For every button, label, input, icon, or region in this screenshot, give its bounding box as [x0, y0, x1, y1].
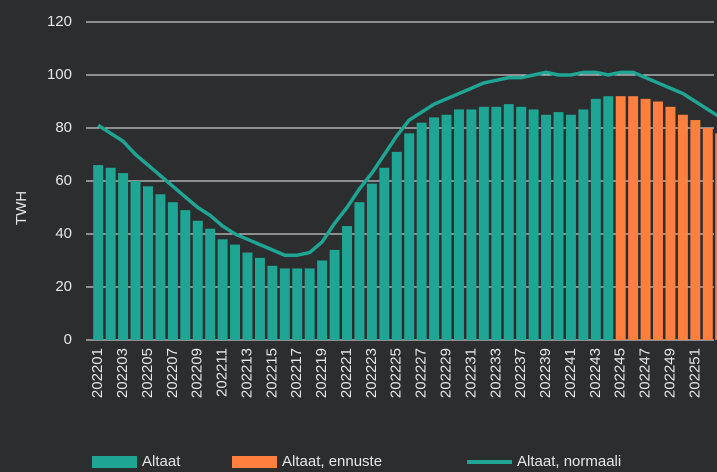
bar	[404, 133, 415, 340]
bar	[478, 106, 489, 340]
bar	[578, 109, 589, 340]
bar	[329, 249, 340, 340]
bar	[317, 260, 328, 340]
x-tick-label: 202243	[587, 348, 604, 398]
bar	[528, 109, 539, 340]
x-tick-label: 202205	[139, 348, 156, 398]
x-tick-label: 202217	[288, 348, 305, 398]
bar	[342, 226, 352, 340]
bar	[230, 244, 241, 340]
bar	[379, 167, 390, 340]
bar	[441, 114, 452, 340]
bar	[391, 151, 402, 340]
bar	[143, 186, 153, 340]
bar	[217, 239, 228, 340]
x-tick-label: 202221	[338, 348, 355, 398]
line	[97, 70, 717, 257]
bar	[354, 202, 365, 340]
bar	[93, 165, 104, 340]
bar	[167, 202, 178, 340]
y-tick-label: 100	[47, 66, 72, 83]
bar	[640, 98, 651, 340]
x-tick-label: 202225	[388, 348, 405, 398]
bar	[491, 106, 502, 340]
x-tick-label: 202207	[164, 348, 181, 398]
bar	[192, 220, 203, 340]
bar	[541, 114, 552, 340]
bar	[180, 210, 191, 340]
bar	[205, 228, 216, 340]
bar	[366, 183, 377, 340]
x-tick-label: 202223	[363, 348, 380, 398]
bar	[130, 181, 141, 340]
x-tick-label: 202203	[114, 348, 131, 398]
y-tick-label: 20	[55, 278, 72, 295]
bar	[155, 194, 166, 340]
legend-swatch	[92, 456, 137, 468]
bar	[553, 112, 564, 340]
bar	[466, 109, 477, 340]
bar	[653, 101, 663, 340]
x-tick-label: 202213	[238, 348, 255, 398]
bar	[105, 167, 116, 340]
x-tick-label: 202211	[214, 348, 231, 397]
bar	[304, 268, 315, 340]
legend-label: Altaat	[142, 453, 181, 470]
y-axis-label: TWH	[13, 191, 30, 225]
x-tick-label: 202237	[512, 348, 529, 398]
bar	[702, 128, 713, 340]
bar	[565, 114, 576, 340]
bar	[454, 109, 464, 340]
x-tick-label: 202233	[487, 348, 504, 398]
bar	[628, 96, 639, 340]
bar	[603, 96, 614, 340]
x-tick-label: 202239	[537, 348, 554, 398]
x-tick-label: 202249	[661, 348, 678, 398]
bar	[615, 96, 626, 340]
x-tick-label: 202227	[413, 348, 430, 398]
legend-label: Altaat, normaali	[517, 453, 621, 470]
legend-label: Altaat, ennuste	[282, 453, 382, 470]
bar	[292, 268, 303, 340]
bar	[254, 257, 265, 340]
x-tick-label: 202201	[89, 348, 106, 398]
bar	[429, 117, 440, 341]
bar	[715, 133, 717, 340]
x-tick-label: 202219	[313, 348, 330, 398]
bar	[690, 120, 701, 340]
legend-swatch	[232, 456, 277, 468]
bar	[242, 252, 253, 340]
x-tick-label: 202245	[612, 348, 629, 398]
bar	[503, 104, 514, 341]
y-tick-label: 80	[55, 119, 72, 136]
bar	[416, 122, 427, 340]
y-tick-label: 120	[47, 13, 72, 30]
bar	[118, 173, 129, 340]
bar	[267, 265, 278, 340]
x-tick-label: 202241	[562, 348, 579, 398]
y-tick-label: 60	[55, 172, 72, 189]
x-tick-label: 202229	[438, 348, 455, 398]
bar	[590, 98, 601, 340]
bar	[279, 268, 290, 340]
y-tick-label: 40	[55, 225, 72, 242]
x-tick-label: 202251	[686, 348, 703, 398]
bar	[677, 114, 688, 340]
y-tick-label: 0	[64, 331, 72, 348]
bar	[665, 106, 676, 340]
x-tick-label: 202209	[189, 348, 206, 398]
x-tick-label: 202247	[637, 348, 654, 398]
x-tick-label: 202231	[462, 348, 479, 398]
x-tick-label: 202215	[263, 348, 280, 398]
bar	[516, 106, 527, 340]
